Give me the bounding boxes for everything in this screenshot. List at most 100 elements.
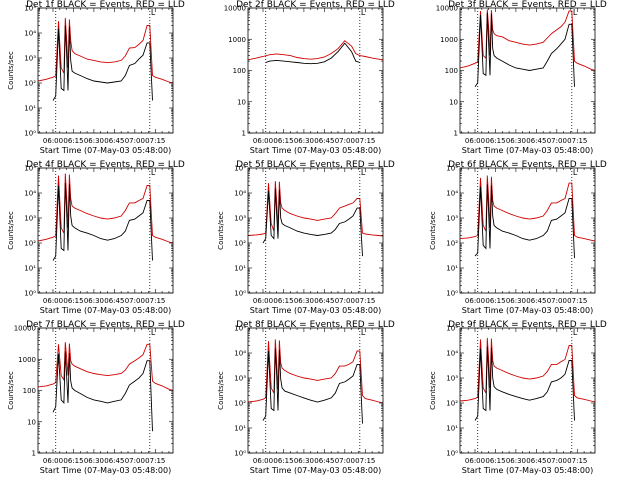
plot-frame — [247, 7, 384, 134]
y-tick-label: 10⁰ — [446, 290, 458, 298]
vertical-marker-label: L — [151, 168, 156, 177]
x-tick-label: 06:45 — [104, 297, 124, 305]
x-tick-label: 06:45 — [314, 457, 334, 465]
y-tick-label: 10² — [446, 240, 458, 248]
x-tick-label: 07:00 — [547, 457, 567, 465]
lld-series-line — [248, 339, 383, 404]
lld-series-line — [460, 9, 595, 71]
x-tick-label: 07:15 — [145, 457, 165, 465]
chart-title: Det 7f BLACK = Events, RED = LLD — [26, 320, 185, 330]
y-tick-label: 10¹ — [446, 425, 458, 433]
y-tick-label: 10⁴ — [234, 350, 246, 358]
x-axis-label: Start Time (07-May-03 05:48:00) — [250, 306, 381, 315]
x-tick-label: 06:00 — [253, 297, 273, 305]
events-series-line — [52, 183, 153, 261]
x-tick-label: 06:30 — [84, 457, 104, 465]
x-axis-label: Start Time (07-May-03 05:48:00) — [462, 146, 593, 155]
vertical-marker-label: L — [361, 168, 366, 177]
y-tick-label: 10³ — [24, 55, 36, 63]
x-tick-label: 06:30 — [84, 137, 104, 145]
x-tick-label: 07:15 — [355, 137, 375, 145]
events-series-line — [474, 346, 575, 421]
y-tick-label: 10⁴ — [446, 350, 458, 358]
y-axis-label: Counts/sec — [429, 371, 437, 410]
x-tick-label: 06:15 — [273, 297, 293, 305]
y-axis-label: Counts/sec — [7, 371, 15, 410]
lld-series-line — [38, 17, 173, 84]
y-tick-label: 10⁰ — [234, 450, 246, 458]
vertical-marker-label: L — [573, 8, 578, 17]
chart-title: Det 2f BLACK = Events, RED = LLD — [236, 0, 395, 10]
x-tick-label: 06:00 — [43, 457, 63, 465]
y-tick-label: 10² — [234, 400, 246, 408]
chart-title: Det 1f BLACK = Events, RED = LLD — [26, 0, 185, 10]
x-tick-label: 06:15 — [63, 137, 83, 145]
y-tick-label: 10¹ — [234, 425, 246, 433]
events-series-line — [265, 42, 360, 65]
y-axis-label: Counts/sec — [7, 211, 15, 250]
x-axis-label: Start Time (07-May-03 05:48:00) — [462, 306, 593, 315]
y-tick-label: 10¹ — [446, 265, 458, 273]
y-tick-label: 10² — [446, 400, 458, 408]
events-series-line — [52, 25, 153, 101]
x-tick-label: 06:45 — [526, 297, 546, 305]
y-tick-label: 10³ — [234, 375, 246, 383]
y-tick-label: 10⁴ — [24, 190, 36, 198]
x-tick-label: 07:15 — [355, 297, 375, 305]
x-tick-label: 06:45 — [526, 137, 546, 145]
y-tick-label: 10000 — [14, 325, 36, 333]
x-tick-label: 06:00 — [253, 457, 273, 465]
x-tick-label: 06:30 — [506, 137, 526, 145]
x-tick-label: 07:00 — [335, 457, 355, 465]
y-tick-label: 100 — [233, 67, 246, 75]
chart-title: Det 3f BLACK = Events, RED = LLD — [448, 0, 607, 10]
x-tick-label: 07:15 — [567, 457, 587, 465]
x-axis-label: Start Time (07-May-03 05:48:00) — [40, 306, 171, 315]
y-tick-label: 10⁵ — [446, 325, 458, 333]
y-tick-label: 1 — [454, 130, 458, 138]
y-tick-label: 1000 — [440, 36, 458, 44]
x-axis-label: Start Time (07-May-03 05:48:00) — [462, 466, 593, 475]
events-series-line — [474, 12, 575, 88]
y-tick-label: 10⁵ — [234, 165, 246, 173]
y-tick-label: 10⁴ — [446, 190, 458, 198]
y-tick-label: 10⁴ — [24, 30, 36, 38]
y-axis-label: Counts/sec — [7, 51, 15, 90]
x-tick-label: 06:30 — [84, 297, 104, 305]
events-series-line — [52, 351, 153, 432]
x-tick-label: 06:15 — [273, 457, 293, 465]
x-tick-label: 07:15 — [145, 297, 165, 305]
x-tick-label: 06:15 — [63, 297, 83, 305]
y-tick-label: 10⁴ — [234, 190, 246, 198]
chart-title: Det 4f BLACK = Events, RED = LLD — [26, 160, 185, 170]
y-tick-label: 10000 — [224, 5, 246, 13]
y-axis-label: Counts/sec — [217, 211, 225, 250]
x-tick-label: 06:15 — [63, 457, 83, 465]
y-tick-label: 1000 — [228, 36, 246, 44]
y-tick-label: 10³ — [446, 375, 458, 383]
x-tick-label: 06:00 — [43, 297, 63, 305]
x-tick-label: 06:30 — [506, 297, 526, 305]
x-tick-label: 07:00 — [125, 297, 145, 305]
y-tick-label: 10⁵ — [24, 165, 36, 173]
x-tick-label: 07:00 — [125, 137, 145, 145]
y-tick-label: 10⁵ — [446, 165, 458, 173]
x-tick-label: 06:45 — [104, 137, 124, 145]
y-tick-label: 1 — [32, 450, 36, 458]
vertical-marker-label: L — [361, 328, 366, 337]
plot-frame — [459, 327, 596, 454]
lld-series-line — [38, 342, 173, 391]
vertical-marker-label: L — [151, 8, 156, 17]
x-tick-label: 06:00 — [465, 457, 485, 465]
y-tick-label: 10⁰ — [24, 130, 36, 138]
y-tick-label: 10⁵ — [234, 325, 246, 333]
x-axis-label: Start Time (07-May-03 05:48:00) — [250, 466, 381, 475]
events-series-line — [474, 184, 575, 259]
